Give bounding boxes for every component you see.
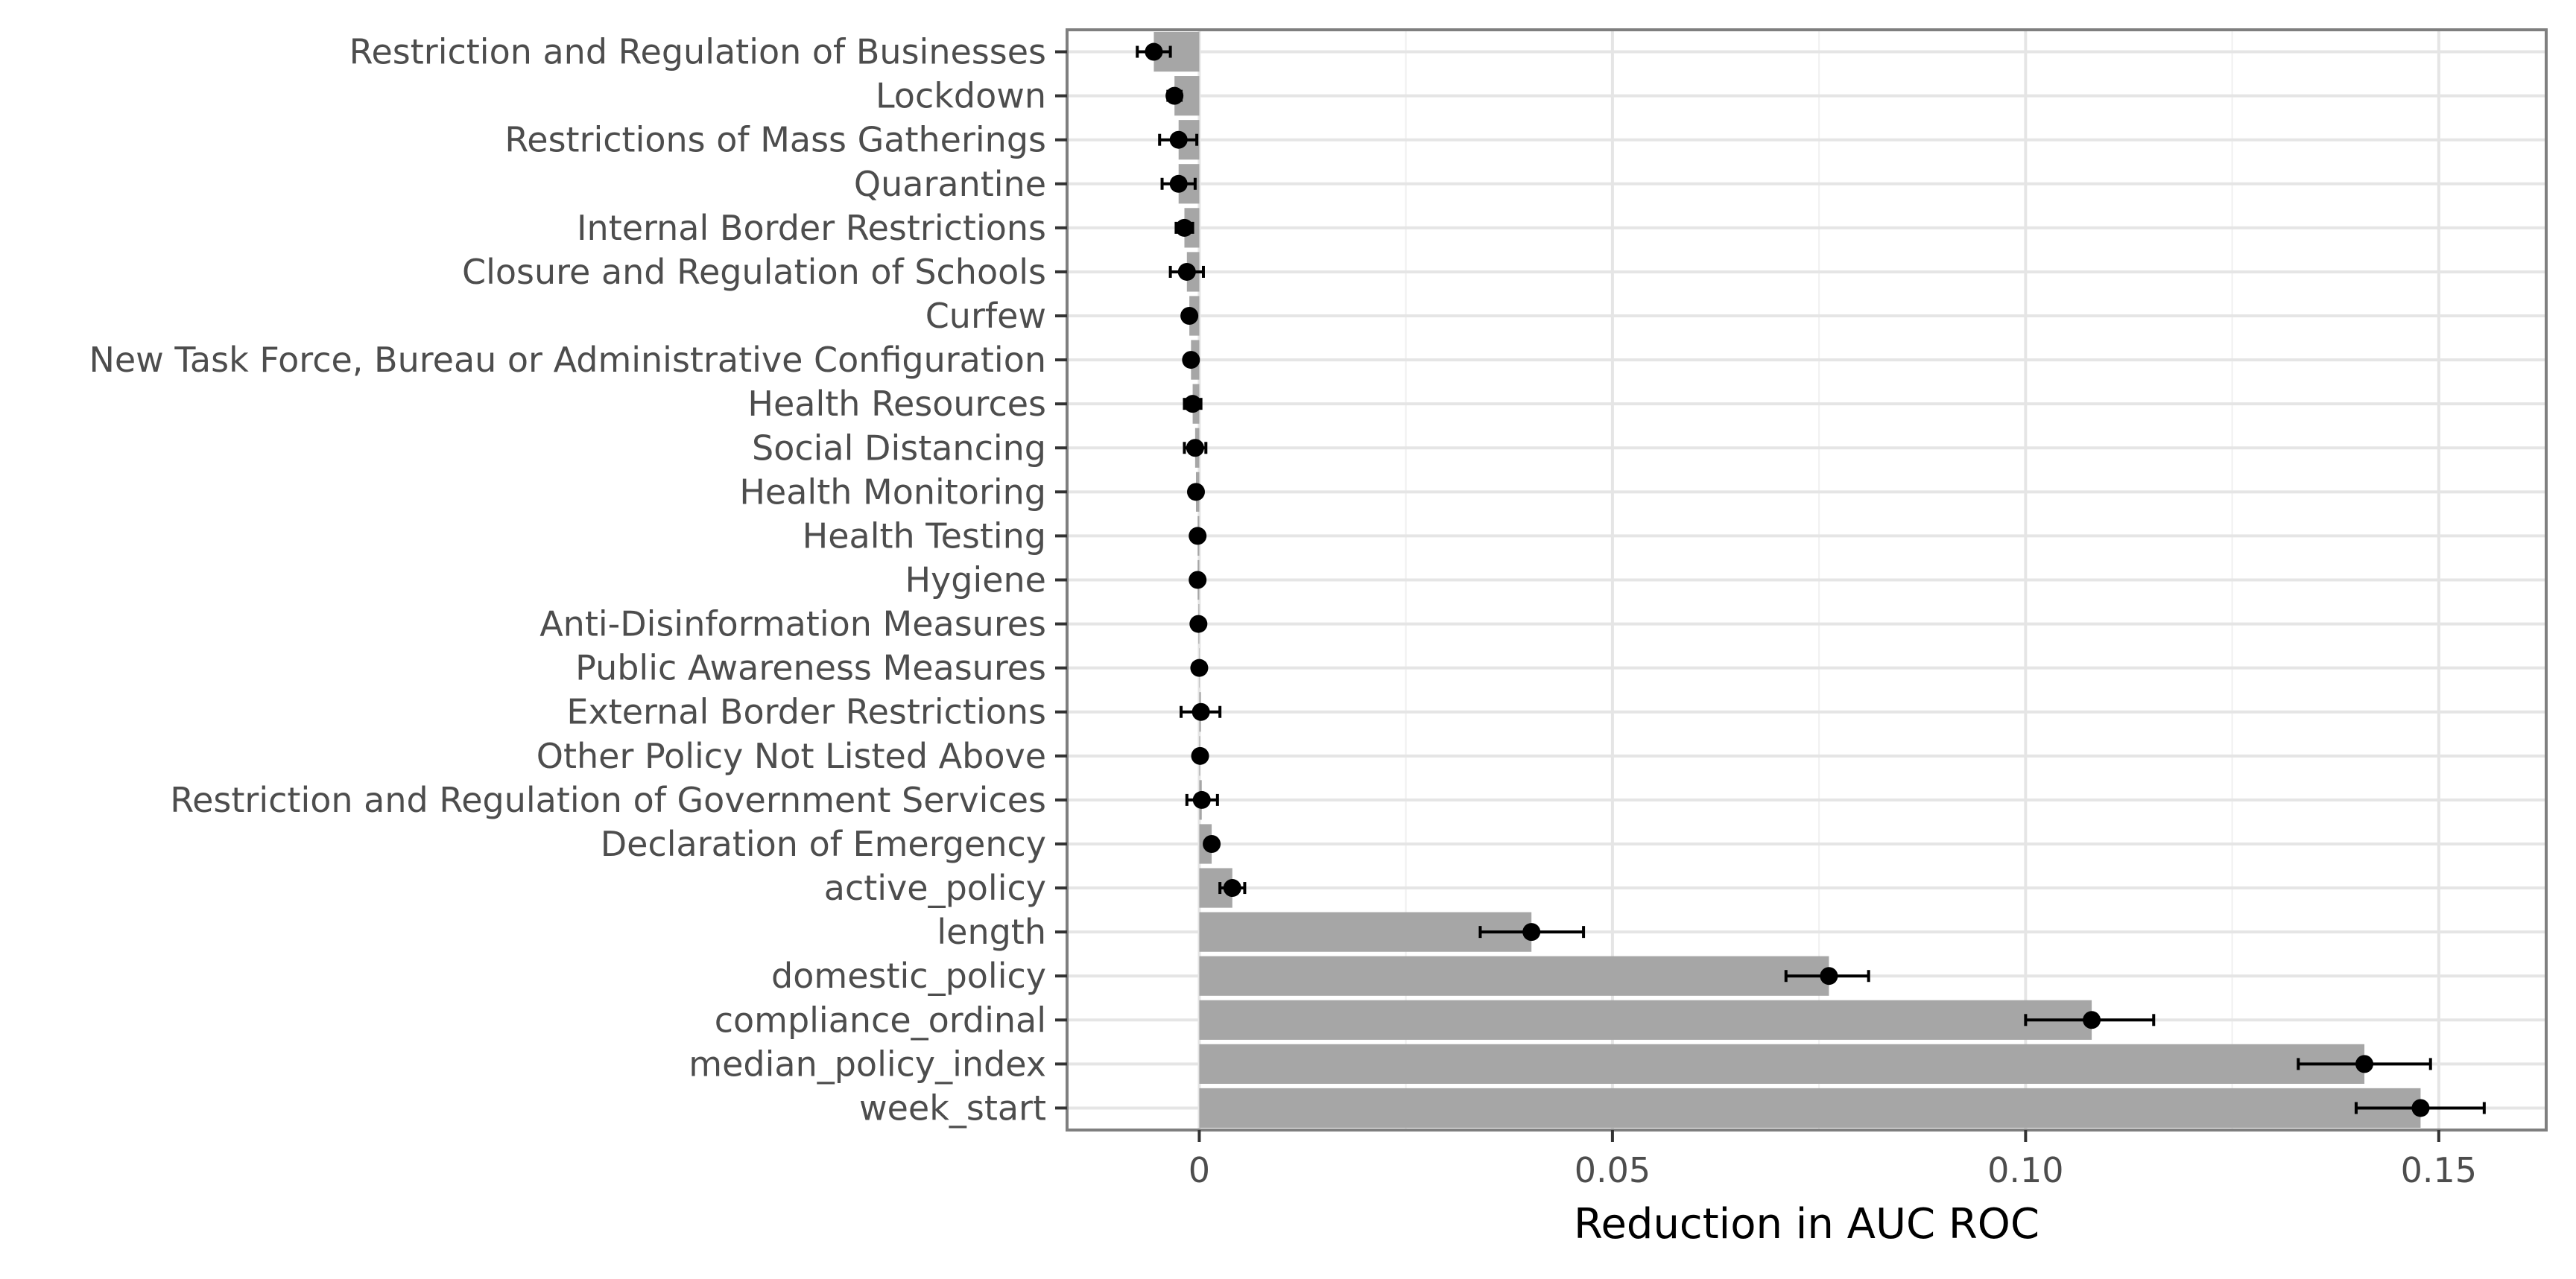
y-tick-label: External Border Restrictions: [566, 692, 1046, 732]
data-point: [1165, 86, 1184, 105]
y-tick-label: Restriction and Regulation of Businesses: [349, 32, 1046, 72]
data-point: [1186, 483, 1205, 501]
data-point: [1182, 351, 1200, 369]
bar-layer: [1153, 31, 2421, 1129]
y-tick-label: Health Resources: [747, 384, 1046, 424]
data-point: [1169, 174, 1188, 193]
y-tick-label: Closure and Regulation of Schools: [462, 252, 1046, 292]
data-point: [1192, 790, 1211, 809]
bar: [1199, 956, 1829, 996]
bar: [1199, 1044, 2365, 1084]
y-tick-label: Health Testing: [803, 515, 1046, 556]
data-point: [1177, 262, 1196, 281]
data-point: [1180, 307, 1199, 326]
point-layer: [1145, 42, 2430, 1117]
data-point: [1189, 527, 1207, 545]
bar: [1199, 1088, 2421, 1129]
y-tick-label: median_policy_index: [689, 1044, 1046, 1084]
data-point: [1186, 439, 1204, 457]
y-axis-ticks: Restriction and Regulation of Businesses…: [89, 32, 1067, 1128]
x-tick-label: 0: [1189, 1150, 1210, 1190]
x-axis-title: Reduction in AUC ROC: [1574, 1200, 2039, 1248]
y-tick-label: domestic_policy: [771, 956, 1046, 996]
data-point: [1223, 879, 1241, 898]
y-tick-label: Internal Border Restrictions: [577, 208, 1046, 248]
y-tick-label: Restriction and Regulation of Government…: [170, 780, 1046, 820]
data-point: [1169, 130, 1188, 149]
y-tick-label: week_start: [859, 1088, 1046, 1128]
y-tick-label: Public Awareness Measures: [575, 648, 1046, 688]
data-point: [2083, 1011, 2101, 1029]
y-tick-label: Declaration of Emergency: [601, 824, 1046, 864]
y-tick-label: Restrictions of Mass Gatherings: [504, 120, 1046, 160]
y-tick-label: Anti-Disinformation Measures: [539, 604, 1046, 644]
x-axis-ticks: 0 0.05 0.10 0.15: [1189, 1130, 2477, 1190]
data-point: [1189, 571, 1207, 589]
y-tick-label: New Task Force, Bureau or Administrative…: [89, 340, 1046, 380]
data-point: [1191, 746, 1209, 765]
data-point: [1190, 658, 1209, 677]
y-tick-label: Hygiene: [905, 560, 1046, 600]
grid-layer: [1067, 30, 2546, 1130]
y-tick-label: Curfew: [925, 296, 1046, 336]
y-tick-label: Lockdown: [876, 76, 1046, 116]
data-point: [1192, 702, 1210, 721]
data-point: [1183, 395, 1202, 413]
bar: [1199, 1000, 2092, 1040]
y-tick-label: Quarantine: [854, 164, 1046, 204]
data-point: [1145, 42, 1163, 61]
y-tick-label: active_policy: [824, 868, 1046, 908]
data-point: [2411, 1099, 2430, 1117]
y-tick-label: Health Monitoring: [739, 472, 1046, 512]
y-tick-label: Other Policy Not Listed Above: [537, 736, 1046, 776]
x-tick-label: 0.05: [1575, 1150, 1651, 1190]
data-point: [1522, 923, 1541, 942]
x-tick-label: 0.15: [2401, 1150, 2477, 1190]
data-point: [1189, 615, 1208, 633]
bar: [1199, 912, 1532, 952]
y-tick-label: Social Distancing: [752, 428, 1046, 468]
data-point: [1203, 834, 1221, 853]
x-tick-label: 0.10: [1987, 1150, 2063, 1190]
data-point: [1175, 218, 1194, 237]
data-point: [1820, 967, 1838, 986]
y-tick-label: compliance_ordinal: [715, 1000, 1046, 1040]
data-point: [2355, 1055, 2374, 1073]
y-tick-label: length: [937, 912, 1046, 952]
